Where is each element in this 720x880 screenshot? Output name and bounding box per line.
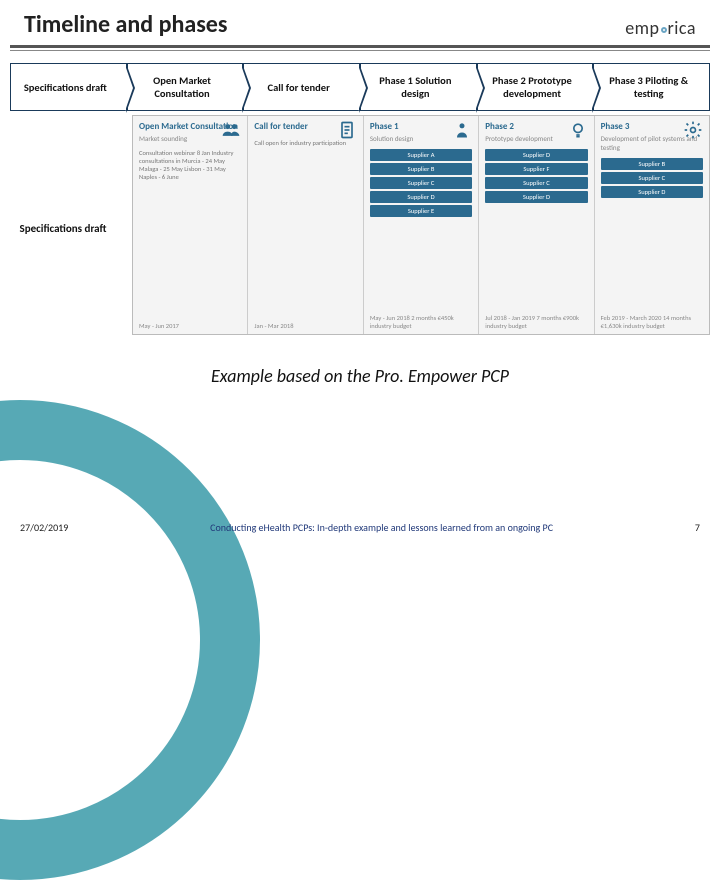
phase-open-market-consultation: Open Market Consultation	[127, 63, 244, 111]
detail-col-open-market: Open Market Consultation Market sounding…	[133, 116, 248, 334]
supplier-pill: Supplier C	[370, 177, 472, 189]
footer-caption: Conducting eHealth PCPs: In-depth exampl…	[68, 521, 695, 534]
phase-3-piloting-testing: Phase 3 Piloting & testing	[593, 63, 710, 111]
detail-col-foot: Jul 2018 - Jan 2019 7 months €900k indus…	[485, 314, 587, 330]
logo-circle-icon	[661, 27, 667, 33]
empirica-logo: emprica	[625, 17, 696, 39]
phase-specifications-draft: Specifications draft	[10, 63, 127, 111]
example-caption: Example based on the Pro. Empower PCP	[0, 365, 720, 387]
header: Timeline and phases emprica	[0, 0, 720, 45]
detail-col-foot: May - Jun 2017	[139, 322, 241, 330]
supplier-pill: Supplier A	[370, 149, 472, 161]
phase-label: Call for tender	[268, 81, 330, 94]
supplier-list: Supplier B Supplier C Supplier D	[601, 156, 703, 200]
supplier-pill: Supplier D	[485, 149, 587, 161]
phase-label: Open Market Consultation	[134, 74, 231, 100]
slide-footer: 27/02/2019 Conducting eHealth PCPs: In-d…	[0, 521, 720, 534]
supplier-pill: Supplier C	[485, 177, 587, 189]
logo-left: emp	[625, 17, 659, 39]
phase-arrow-row: Specifications draft Open Market Consult…	[10, 63, 710, 111]
phase-call-for-tender: Call for tender	[243, 63, 360, 111]
page-title: Timeline and phases	[24, 10, 227, 39]
person-icon	[452, 120, 472, 140]
header-divider	[10, 45, 710, 51]
phase-label: Phase 2 Prototype development	[484, 74, 581, 100]
supplier-list: Supplier A Supplier B Supplier C Supplie…	[370, 147, 472, 219]
footer-page-number: 7	[695, 521, 700, 534]
timeline-detail-diagram: Open Market Consultation Market sounding…	[132, 115, 710, 335]
supplier-pill: Supplier D	[601, 186, 703, 198]
supplier-pill: Supplier B	[370, 163, 472, 175]
phase-1-solution-design: Phase 1 Solution design	[360, 63, 477, 111]
supplier-pill: Supplier D	[485, 191, 587, 203]
detail-col-foot: May - Jun 2018 2 months €450k industry b…	[370, 314, 472, 330]
decorative-swoosh	[0, 400, 260, 880]
detail-col-body: Call open for industry participation	[254, 139, 356, 322]
detail-col-call-for-tender: Call for tender Call open for industry p…	[248, 116, 363, 334]
detail-col-phase3: Phase 3 Development of pilot systems and…	[595, 116, 709, 334]
supplier-pill: Supplier E	[370, 205, 472, 217]
people-icon	[221, 120, 241, 140]
phase-2-prototype-development: Phase 2 Prototype development	[477, 63, 594, 111]
detail-col-foot: Jan - Mar 2018	[254, 322, 356, 330]
detail-col-body: Consultation webinar 8 Jan Industry cons…	[139, 149, 241, 322]
footer-date: 27/02/2019	[20, 521, 68, 534]
supplier-list: Supplier D Supplier F Supplier C Supplie…	[485, 147, 587, 205]
supplier-pill: Supplier C	[601, 172, 703, 184]
phase-label: Specifications draft	[24, 81, 107, 94]
specifications-draft-side-label: Specifications draft	[18, 222, 108, 235]
logo-right: rica	[668, 17, 697, 39]
supplier-pill: Supplier B	[601, 158, 703, 170]
supplier-pill: Supplier D	[370, 191, 472, 203]
bulb-icon	[568, 120, 588, 140]
supplier-pill: Supplier F	[485, 163, 587, 175]
detail-col-phase1: Phase 1 Solution design Supplier A Suppl…	[364, 116, 479, 334]
detail-col-foot: Feb 2019 - March 2020 14 months €1,630k …	[601, 314, 703, 330]
document-icon	[337, 120, 357, 140]
gear-icon	[683, 120, 703, 140]
phase-label: Phase 1 Solution design	[367, 74, 464, 100]
detail-col-phase2: Phase 2 Prototype development Supplier D…	[479, 116, 594, 334]
phase-label: Phase 3 Piloting & testing	[600, 74, 697, 100]
